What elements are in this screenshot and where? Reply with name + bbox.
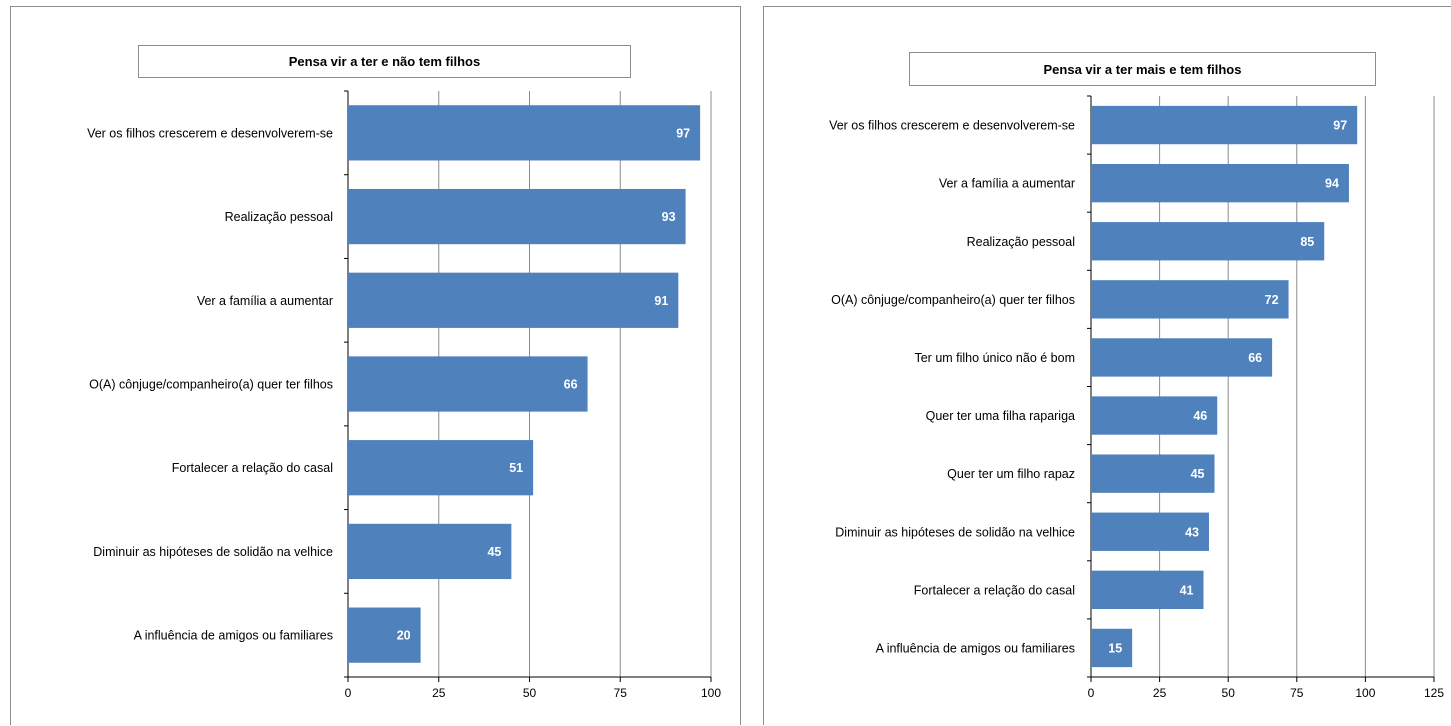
data-label: 93 [662, 210, 676, 224]
data-label: 45 [487, 545, 501, 559]
x-tick-label: 75 [1290, 686, 1304, 700]
data-label: 91 [654, 294, 668, 308]
chart-panel-right: Pensa vir a ter mais e tem filhos 0 25 50 7… [763, 6, 1451, 725]
data-label: 15 [1108, 641, 1122, 655]
bar [1091, 454, 1215, 493]
bar [348, 607, 421, 663]
bar [1091, 280, 1289, 319]
x-tick-label: 50 [1222, 686, 1236, 700]
bar [1091, 163, 1349, 203]
x-tick-label: 0 [1088, 686, 1095, 700]
data-label: 97 [1333, 119, 1347, 133]
bar [348, 440, 534, 496]
chart-right-plot: 0 25 50 75 100 125 97 Ver os filhos crescerem e… [829, 95, 1444, 700]
bar [1091, 105, 1358, 145]
category-label: Ver os filhos crescerem e desenvolverem-… [829, 119, 1075, 133]
category-label: Quer ter uma filha rapariga [926, 409, 1075, 423]
category-label: Fortalecer a relação do casal [914, 583, 1075, 597]
bar [1091, 512, 1209, 551]
category-label: Ver a família a aumentar [197, 294, 333, 308]
data-label: 94 [1325, 177, 1339, 191]
chart-title: Pensa vir a ter e não tem filhos [138, 45, 631, 78]
chart-left-plot: 0 25 50 75 100 97 Ver os filhos crescerem e de… [87, 90, 721, 700]
bar [348, 272, 679, 328]
category-label: O(A) cônjuge/companheiro(a) quer ter fil… [89, 378, 333, 392]
data-label: 43 [1185, 525, 1199, 539]
category-label: Diminuir as hipóteses de solidão na velh… [835, 525, 1075, 539]
bar [348, 188, 686, 245]
data-label: 66 [564, 378, 578, 392]
x-tick-label: 100 [701, 686, 721, 700]
data-label: 72 [1265, 293, 1279, 307]
data-label: 51 [509, 461, 523, 475]
bar [1091, 628, 1133, 668]
data-label: 97 [676, 126, 690, 140]
bar [348, 105, 701, 161]
category-label: Quer ter um filho rapaz [947, 467, 1075, 481]
bar [1091, 338, 1273, 377]
category-label: O(A) cônjuge/companheiro(a) quer ter fil… [831, 293, 1075, 307]
x-tick-label: 100 [1355, 686, 1375, 700]
data-label: 46 [1193, 409, 1207, 423]
category-label: Fortalecer a relação do casal [172, 461, 333, 475]
category-label: Diminuir as hipóteses de solidão na velh… [93, 545, 333, 559]
data-label: 20 [397, 629, 411, 643]
category-label: Realização pessoal [967, 235, 1075, 249]
data-label: 45 [1191, 467, 1205, 481]
category-label: A influência de amigos ou familiares [876, 641, 1075, 655]
x-tick-label: 0 [345, 686, 352, 700]
bar [348, 356, 588, 412]
bar [348, 523, 512, 580]
category-label: Ver os filhos crescerem e desenvolverem-… [87, 126, 333, 140]
x-tick-label: 25 [432, 686, 446, 700]
category-label: Ver a família a aumentar [939, 177, 1075, 191]
category-label: Ter um filho único não é bom [914, 351, 1075, 365]
category-label: A influência de amigos ou familiares [134, 629, 333, 643]
category-label: Realização pessoal [225, 210, 333, 224]
x-tick-label: 50 [523, 686, 537, 700]
data-label: 85 [1300, 235, 1314, 249]
data-label: 41 [1180, 583, 1194, 597]
x-tick-label: 75 [614, 686, 628, 700]
bar [1091, 396, 1218, 435]
bar [1091, 222, 1325, 261]
chart-title: Pensa vir a ter mais e tem filhos [909, 52, 1376, 86]
x-tick-label: 125 [1424, 686, 1444, 700]
chart-panel-left: Pensa vir a ter e não tem filhos 0 25 50 75… [10, 6, 741, 725]
data-label: 66 [1248, 351, 1262, 365]
x-tick-label: 25 [1153, 686, 1167, 700]
bar [1091, 570, 1204, 610]
